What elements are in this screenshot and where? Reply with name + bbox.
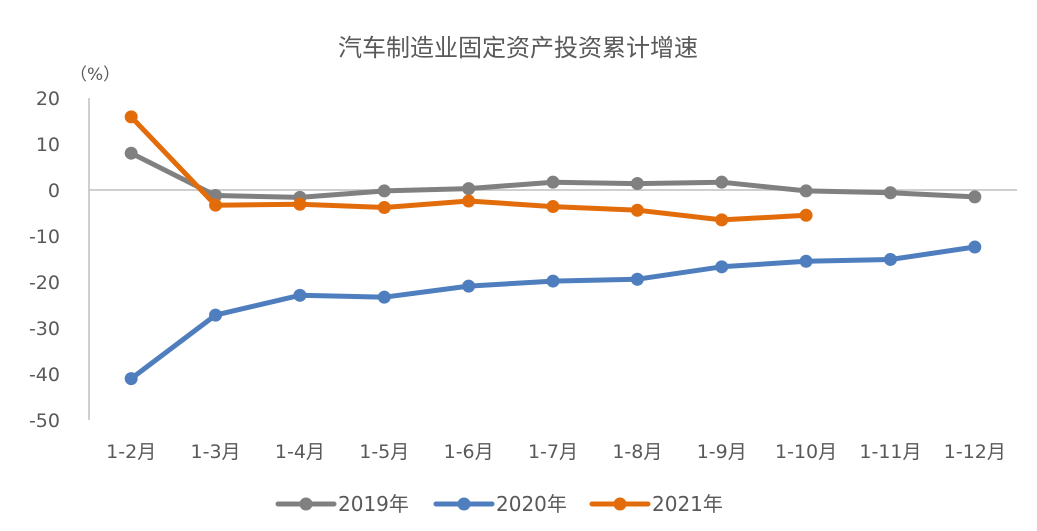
legend: 2019年 2020年 2021年 <box>275 492 723 516</box>
x-tick-label: 1-8月 <box>612 441 662 463</box>
x-tick-label: 1-7月 <box>528 441 578 463</box>
data-point <box>715 175 729 189</box>
data-point <box>462 182 476 196</box>
x-tick-label: 1-11月 <box>859 441 921 463</box>
data-point <box>799 184 813 198</box>
x-tick-label: 1-5月 <box>359 441 409 463</box>
axes: 20 10 0 -10 -20 -30 -40 -50 1-2月 1-3月 1-4月 1-5月 1-6月… <box>29 88 1017 463</box>
y-tick-label: 20 <box>36 88 60 110</box>
legend-label: 2021年 <box>652 492 723 516</box>
legend-item: 2021年 <box>589 492 723 516</box>
data-point <box>968 190 982 204</box>
data-point <box>715 213 729 227</box>
data-point <box>883 186 897 200</box>
legend-label: 2019年 <box>338 492 409 516</box>
data-point <box>124 110 138 124</box>
data-point <box>546 274 560 288</box>
data-point <box>209 198 223 212</box>
data-point <box>462 194 476 208</box>
data-point <box>124 372 138 386</box>
data-point <box>377 200 391 214</box>
x-tick-label: 1-10月 <box>775 441 837 463</box>
data-point <box>377 184 391 198</box>
legend-swatch-marker <box>613 497 627 511</box>
legend-item: 2020年 <box>433 492 567 516</box>
series-line <box>128 244 978 382</box>
y-tick-label: 0 <box>48 180 60 202</box>
data-point <box>799 254 813 268</box>
data-point <box>124 146 138 160</box>
x-tick-label: 1-4月 <box>275 441 325 463</box>
data-point <box>799 208 813 222</box>
chart-title: 汽车制造业固定资产投资累计增速 <box>338 34 698 62</box>
data-point <box>377 290 391 304</box>
data-point <box>883 252 897 266</box>
data-point <box>546 200 560 214</box>
y-tick-label: -20 <box>29 272 60 294</box>
y-tick-label: -50 <box>29 410 60 432</box>
y-tick-label: -40 <box>29 364 60 386</box>
data-point <box>968 240 982 254</box>
data-point <box>715 260 729 274</box>
x-tick-label: 1-3月 <box>191 441 241 463</box>
x-tick-label: 1-12月 <box>944 441 1006 463</box>
data-point <box>630 203 644 217</box>
series-2 <box>124 110 813 227</box>
data-point <box>209 308 223 322</box>
legend-item: 2019年 <box>275 492 409 516</box>
x-tick-label: 1-6月 <box>444 441 494 463</box>
y-tick-label: -10 <box>29 226 60 248</box>
data-point <box>293 288 307 302</box>
series-1 <box>124 240 982 386</box>
legend-label: 2020年 <box>496 492 567 516</box>
data-point <box>293 197 307 211</box>
legend-swatch-marker <box>457 497 471 511</box>
data-point <box>546 175 560 189</box>
series-line <box>128 150 978 200</box>
x-tick-label: 1-9月 <box>697 441 747 463</box>
data-point <box>630 272 644 286</box>
data-point <box>462 279 476 293</box>
legend-swatch-marker <box>299 497 313 511</box>
y-tick-label: -30 <box>29 318 60 340</box>
series-layer <box>124 110 982 386</box>
y-tick-label: 10 <box>36 134 60 156</box>
series-0 <box>124 146 982 204</box>
y-unit-label: （%） <box>70 65 120 85</box>
x-tick-label: 1-2月 <box>106 441 156 463</box>
data-point <box>630 177 644 191</box>
